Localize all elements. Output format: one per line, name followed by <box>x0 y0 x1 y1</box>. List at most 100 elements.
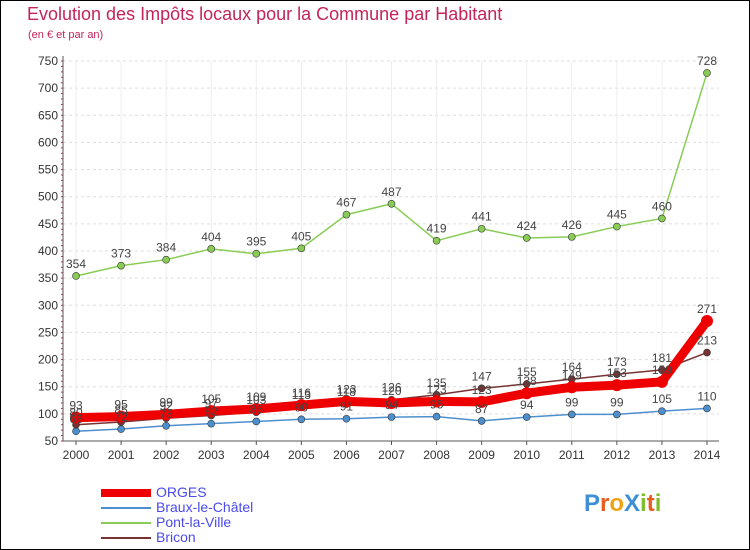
data-label: 109 <box>246 390 266 404</box>
data-point <box>522 234 531 242</box>
data-point <box>342 210 351 219</box>
data-point <box>162 421 170 430</box>
data-point <box>477 384 486 393</box>
data-point <box>703 69 711 77</box>
legend-swatch-pont <box>101 522 151 524</box>
data-point <box>610 379 623 392</box>
data-label: 123 <box>336 382 356 396</box>
data-point <box>567 410 576 419</box>
y-tick-label: 500 <box>38 190 58 204</box>
y-tick-label: 650 <box>38 108 58 122</box>
data-point <box>342 414 351 423</box>
y-tick-label: 250 <box>38 325 58 339</box>
data-label: 138 <box>517 374 537 388</box>
data-point <box>613 410 621 419</box>
data-point <box>72 272 80 280</box>
data-label: 445 <box>607 208 627 222</box>
x-tick-label: 2004 <box>243 448 270 462</box>
data-label: 116 <box>292 386 311 400</box>
logo-letter: i <box>640 490 647 517</box>
data-point <box>252 417 261 426</box>
x-tick-label: 2007 <box>378 448 405 462</box>
data-label: 86 <box>250 402 264 416</box>
legend-swatch-braux <box>101 507 151 509</box>
data-label: 123 <box>427 382 447 396</box>
data-label: 110 <box>697 389 716 403</box>
data-label: 384 <box>156 241 176 255</box>
data-point <box>477 417 486 425</box>
data-point <box>658 214 666 223</box>
data-label: 213 <box>697 334 717 348</box>
data-label: 97 <box>205 396 219 410</box>
y-tick-label: 750 <box>38 54 58 68</box>
data-point <box>477 224 486 233</box>
data-point <box>658 407 666 415</box>
data-point <box>207 245 216 253</box>
data-label: 113 <box>292 388 311 402</box>
legend-label: Bricon <box>156 529 196 545</box>
legend-swatch-orges <box>101 489 151 497</box>
y-tick-label: 450 <box>38 217 58 231</box>
x-tick-label: 2003 <box>198 448 225 462</box>
proxiti-logo: ProXiti <box>584 490 661 518</box>
chart-subtitle: (en € et par an) <box>28 29 104 41</box>
data-point <box>703 348 711 357</box>
x-tick-label: 2010 <box>513 448 540 462</box>
legend-label: Braux-le-Châtel <box>156 499 254 515</box>
x-tick-label: 2011 <box>559 448 585 462</box>
data-label: 93 <box>69 399 83 413</box>
data-label: 467 <box>336 196 356 210</box>
data-label: 94 <box>520 398 534 412</box>
data-label: 135 <box>427 376 447 390</box>
y-tick-label: 300 <box>38 298 58 312</box>
data-label: 80 <box>69 406 83 420</box>
data-point <box>250 402 263 415</box>
data-label: 123 <box>472 383 492 397</box>
data-point <box>432 412 441 421</box>
data-label: 105 <box>201 392 221 406</box>
data-label: 153 <box>607 366 627 380</box>
data-label: 404 <box>201 230 221 244</box>
data-point <box>565 381 578 394</box>
x-tick-label: 2006 <box>333 448 360 462</box>
x-tick-label: 2014 <box>694 448 721 462</box>
data-label: 405 <box>291 229 311 243</box>
x-tick-label: 2005 <box>288 448 315 462</box>
x-tick-label: 2012 <box>604 448 631 462</box>
data-label: 95 <box>114 398 128 412</box>
legend-label: ORGES <box>156 484 207 500</box>
data-point <box>162 255 170 264</box>
data-point <box>655 375 668 388</box>
data-label: 120 <box>381 384 401 398</box>
data-label: 99 <box>610 395 624 409</box>
data-label: 72 <box>114 410 128 424</box>
data-label: 90 <box>295 400 309 414</box>
data-point <box>475 395 488 408</box>
data-label: 460 <box>652 199 672 213</box>
data-point <box>297 244 306 253</box>
x-tick-label: 2008 <box>423 448 450 462</box>
data-label: 105 <box>652 392 672 406</box>
data-label: 373 <box>111 247 131 261</box>
data-label: 728 <box>697 54 717 68</box>
data-point <box>613 370 621 379</box>
data-point <box>385 397 398 409</box>
y-tick-label: 350 <box>38 271 58 285</box>
data-label: 118 <box>337 385 356 399</box>
data-point <box>520 387 533 400</box>
legend-label: Pont-la-Ville <box>156 514 232 530</box>
data-point <box>115 410 128 423</box>
data-point <box>613 222 621 231</box>
y-tick-label: 100 <box>38 407 58 421</box>
data-label: 271 <box>697 302 717 316</box>
data-label: 78 <box>159 407 173 421</box>
data-label: 126 <box>381 381 401 395</box>
y-tick-label: 700 <box>38 81 58 95</box>
y-tick-label: 400 <box>38 244 58 258</box>
data-point <box>207 419 216 428</box>
y-tick-label: 550 <box>38 163 58 177</box>
legend-swatch-bricon <box>101 537 151 539</box>
data-point <box>432 236 441 245</box>
data-label: 85 <box>114 403 128 417</box>
data-label: 441 <box>472 210 492 224</box>
